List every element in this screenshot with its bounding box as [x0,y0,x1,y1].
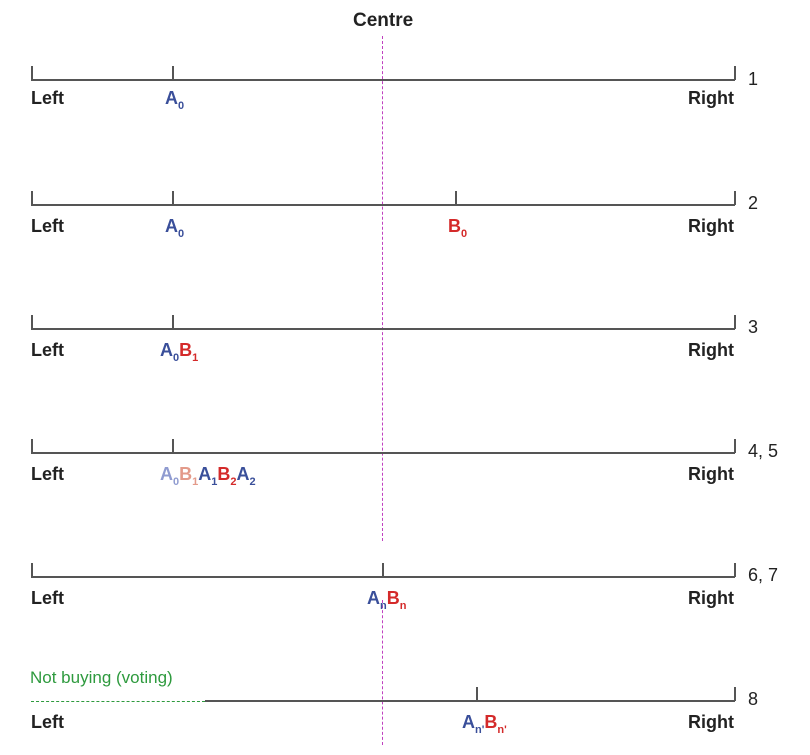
firm-a-label: A0 [160,340,180,364]
row-number: 4, 5 [748,441,779,461]
firm-positions-label: B0 [448,216,467,240]
axis-end-tick-left [31,191,33,205]
left-label: Left [31,216,64,236]
left-label: Left [31,340,64,360]
axis-end-tick-left [31,315,33,329]
position-tick [172,66,174,80]
firm-positions-label: A0 [165,88,184,112]
axis-end-tick-right [734,191,736,205]
position-tick [172,439,174,453]
firm-a-label: A1 [198,464,218,488]
axis-line [31,452,735,454]
axis-end-tick-left [31,439,33,453]
axis-end-tick-right [734,315,736,329]
position-tick [382,563,384,577]
centre-line [382,600,383,745]
position-tick [455,191,457,205]
axis-end-tick-right [734,563,736,577]
row-number: 6, 7 [748,565,779,585]
right-label: Right [688,340,734,360]
position-tick [172,191,174,205]
row-number: 3 [748,317,759,337]
firm-a-label: An [367,588,387,612]
firm-b-label: B1 [179,340,199,364]
firm-positions-label: A0B1A1B2A2 [160,464,256,488]
axis-end-tick-right [734,66,736,80]
row-number: 1 [748,69,759,89]
position-tick [172,315,174,329]
right-label: Right [688,712,734,732]
left-label: Left [31,88,64,108]
not-buying-dashed-line [31,701,205,702]
position-tick [476,687,478,701]
axis-end-tick-left [31,563,33,577]
firm-b-label: B1 [179,464,199,488]
axis-line [31,328,735,330]
firm-b-label: B0 [448,216,468,240]
centre-title: Centre [353,10,414,31]
firm-positions-label: A0 [165,216,184,240]
axis-end-tick-left [31,66,33,80]
axis-end-tick-right [734,439,736,453]
left-label: Left [31,712,64,732]
axis-line [31,204,735,206]
firm-a-label: A0 [165,88,185,112]
axis-end-tick-right [734,687,736,701]
firm-b-label: B2 [217,464,237,488]
right-label: Right [688,88,734,108]
left-label: Left [31,464,64,484]
firm-a-label: A0 [165,216,185,240]
right-label: Right [688,588,734,608]
firm-positions-label: AnBn [367,588,406,612]
axis-line [31,79,735,81]
centre-line [382,36,383,541]
firm-b-label: Bn' [484,712,507,736]
not-buying-label: Not buying (voting) [30,668,173,687]
right-label: Right [688,464,734,484]
firm-positions-label: An'Bn' [462,712,507,736]
firm-a-label: An' [462,712,485,736]
row-number: 2 [748,193,759,213]
axis-line [205,700,735,702]
row-number: 8 [748,689,759,709]
firm-b-label: Bn [386,588,407,612]
right-label: Right [688,216,734,236]
firm-a-label: A0 [160,464,180,488]
firm-positions-label: A0B1 [160,340,198,364]
left-label: Left [31,588,64,608]
firm-a-label: A2 [236,464,256,488]
